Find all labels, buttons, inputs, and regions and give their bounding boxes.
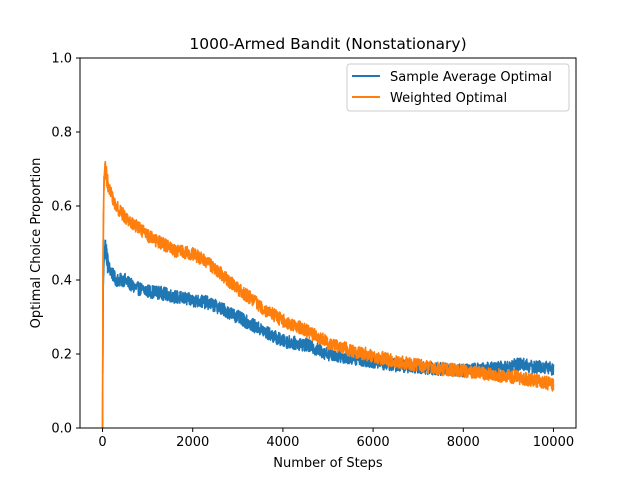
y-axis: 0.0 0.2 0.4 0.6 0.8 1.0	[51, 52, 80, 437]
series-line-1	[101, 165, 555, 429]
y-tick-label: 0.6	[51, 200, 72, 215]
legend: Sample Average Optimal Weighted Optimal	[346, 63, 570, 112]
chart-title: 1000-Armed Bandit (Nonstationary)	[189, 35, 466, 53]
x-tick-label: 6000	[357, 435, 390, 450]
y-tick-label: 0.2	[51, 348, 72, 363]
x-tick-label: 4000	[266, 435, 299, 450]
y-tick-label: 0.8	[51, 126, 72, 141]
x-axis: 0 2000 4000 6000 8000 10000	[98, 428, 574, 450]
y-axis-title: Optimal Choice Proportion	[29, 158, 44, 329]
x-axis-title: Number of Steps	[273, 456, 383, 471]
series-line-0	[101, 246, 555, 429]
plot-frame	[79, 57, 577, 429]
plot-lines	[101, 161, 555, 429]
x-tick-label: 8000	[447, 435, 480, 450]
series-early-detail-1	[101, 161, 109, 356]
x-tick-label: 2000	[176, 435, 209, 450]
legend-box	[346, 63, 570, 112]
y-tick-label: 0.4	[51, 274, 72, 289]
legend-label-sample-average: Sample Average Optimal	[390, 70, 552, 85]
y-tick-label: 1.0	[51, 52, 72, 67]
legend-label-weighted: Weighted Optimal	[390, 91, 507, 106]
x-tick-label: 0	[98, 435, 106, 450]
x-tick-label: 10000	[533, 435, 574, 450]
y-tick-label: 0.0	[51, 422, 72, 437]
